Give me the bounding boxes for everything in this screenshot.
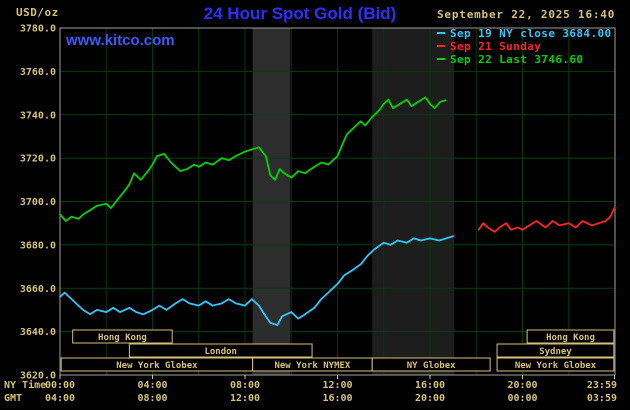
session-box [526, 329, 615, 344]
y-tick-label: 3720.0 [20, 154, 56, 165]
x-tick-label-gmt: 00:00 [507, 393, 537, 404]
x-tick-label-gmt: 04:00 [45, 393, 75, 404]
y-tick-label: 3760.0 [20, 67, 56, 78]
x-tick-label-gmt: 08:00 [137, 393, 167, 404]
session-box [371, 357, 491, 372]
y-axis-units-label: USD/oz [16, 6, 59, 19]
legend-line-swatch-green [437, 58, 445, 60]
x-tick-label-ny: 12:00 [322, 380, 352, 391]
x-tick-label-gmt: 12:00 [230, 393, 260, 404]
y-tick-label: 3740.0 [20, 110, 56, 121]
x-axis-gmt-label: GMT [4, 393, 22, 404]
chart-timestamp: September 22, 2025 16:40 [437, 8, 616, 21]
legend-label: Sep 19 NY close 3684.00 [450, 27, 612, 40]
legend-line-swatch-cyan [437, 32, 445, 34]
session-box [72, 329, 173, 344]
page-title: 24 Hour Spot Gold (Bid) [203, 4, 397, 23]
session-label: NY Globex [407, 361, 456, 371]
x-tick-label-ny: 23:59 [587, 380, 617, 391]
y-tick-label: 3700.0 [20, 197, 56, 208]
session-label: New York Globex [515, 361, 597, 371]
y-tick-label: 3620.0 [20, 371, 56, 382]
y-tick-label: 3780.0 [20, 24, 56, 35]
x-tick-label-ny: 20:00 [507, 380, 537, 391]
price-line-sep22 [59, 96, 447, 222]
x-tick-label-ny: 16:00 [415, 380, 445, 391]
legend-item-sep21-sunday: Sep 21 Sunday [437, 40, 612, 53]
session-label: London [204, 347, 237, 357]
kitco-website-link[interactable]: www.kitco.com [66, 32, 175, 49]
session-box [128, 343, 313, 358]
x-tick-label-gmt: 03:59 [587, 393, 617, 404]
x-tick-label-ny: 04:00 [137, 380, 167, 391]
session-box [496, 343, 615, 358]
y-tick-label: 3680.0 [20, 240, 56, 251]
legend-line-swatch-red [437, 45, 445, 47]
price-line-sep19 [59, 235, 455, 327]
legend-item-sep19-close: Sep 19 NY close 3684.00 [437, 27, 612, 40]
legend-label: Sep 22 Last 3746.60 [450, 53, 584, 66]
session-label: Sydney [539, 347, 572, 357]
y-tick-label: 3640.0 [20, 327, 56, 338]
x-tick-label-gmt: 20:00 [415, 393, 445, 404]
legend-label: Sep 21 Sunday [450, 40, 542, 53]
x-axis-ny-time-label: NY Time [4, 379, 46, 391]
session-label: New York Globex [116, 361, 198, 371]
session-label: New York NYMEX [274, 361, 350, 371]
price-line-sep21 [477, 207, 616, 233]
legend-item-sep22-last: Sep 22 Last 3746.60 [437, 53, 612, 66]
x-tick-label-ny: 00:00 [45, 380, 75, 391]
y-tick-label: 3660.0 [20, 284, 56, 295]
x-tick-label-gmt: 16:00 [322, 393, 352, 404]
legend: Sep 19 NY close 3684.00 Sep 21 Sunday Se… [437, 27, 612, 66]
x-tick-label-ny: 08:00 [230, 380, 260, 391]
session-box [496, 357, 615, 372]
session-label: Hong Kong [98, 333, 147, 343]
session-label: Hong Kong [546, 333, 595, 343]
